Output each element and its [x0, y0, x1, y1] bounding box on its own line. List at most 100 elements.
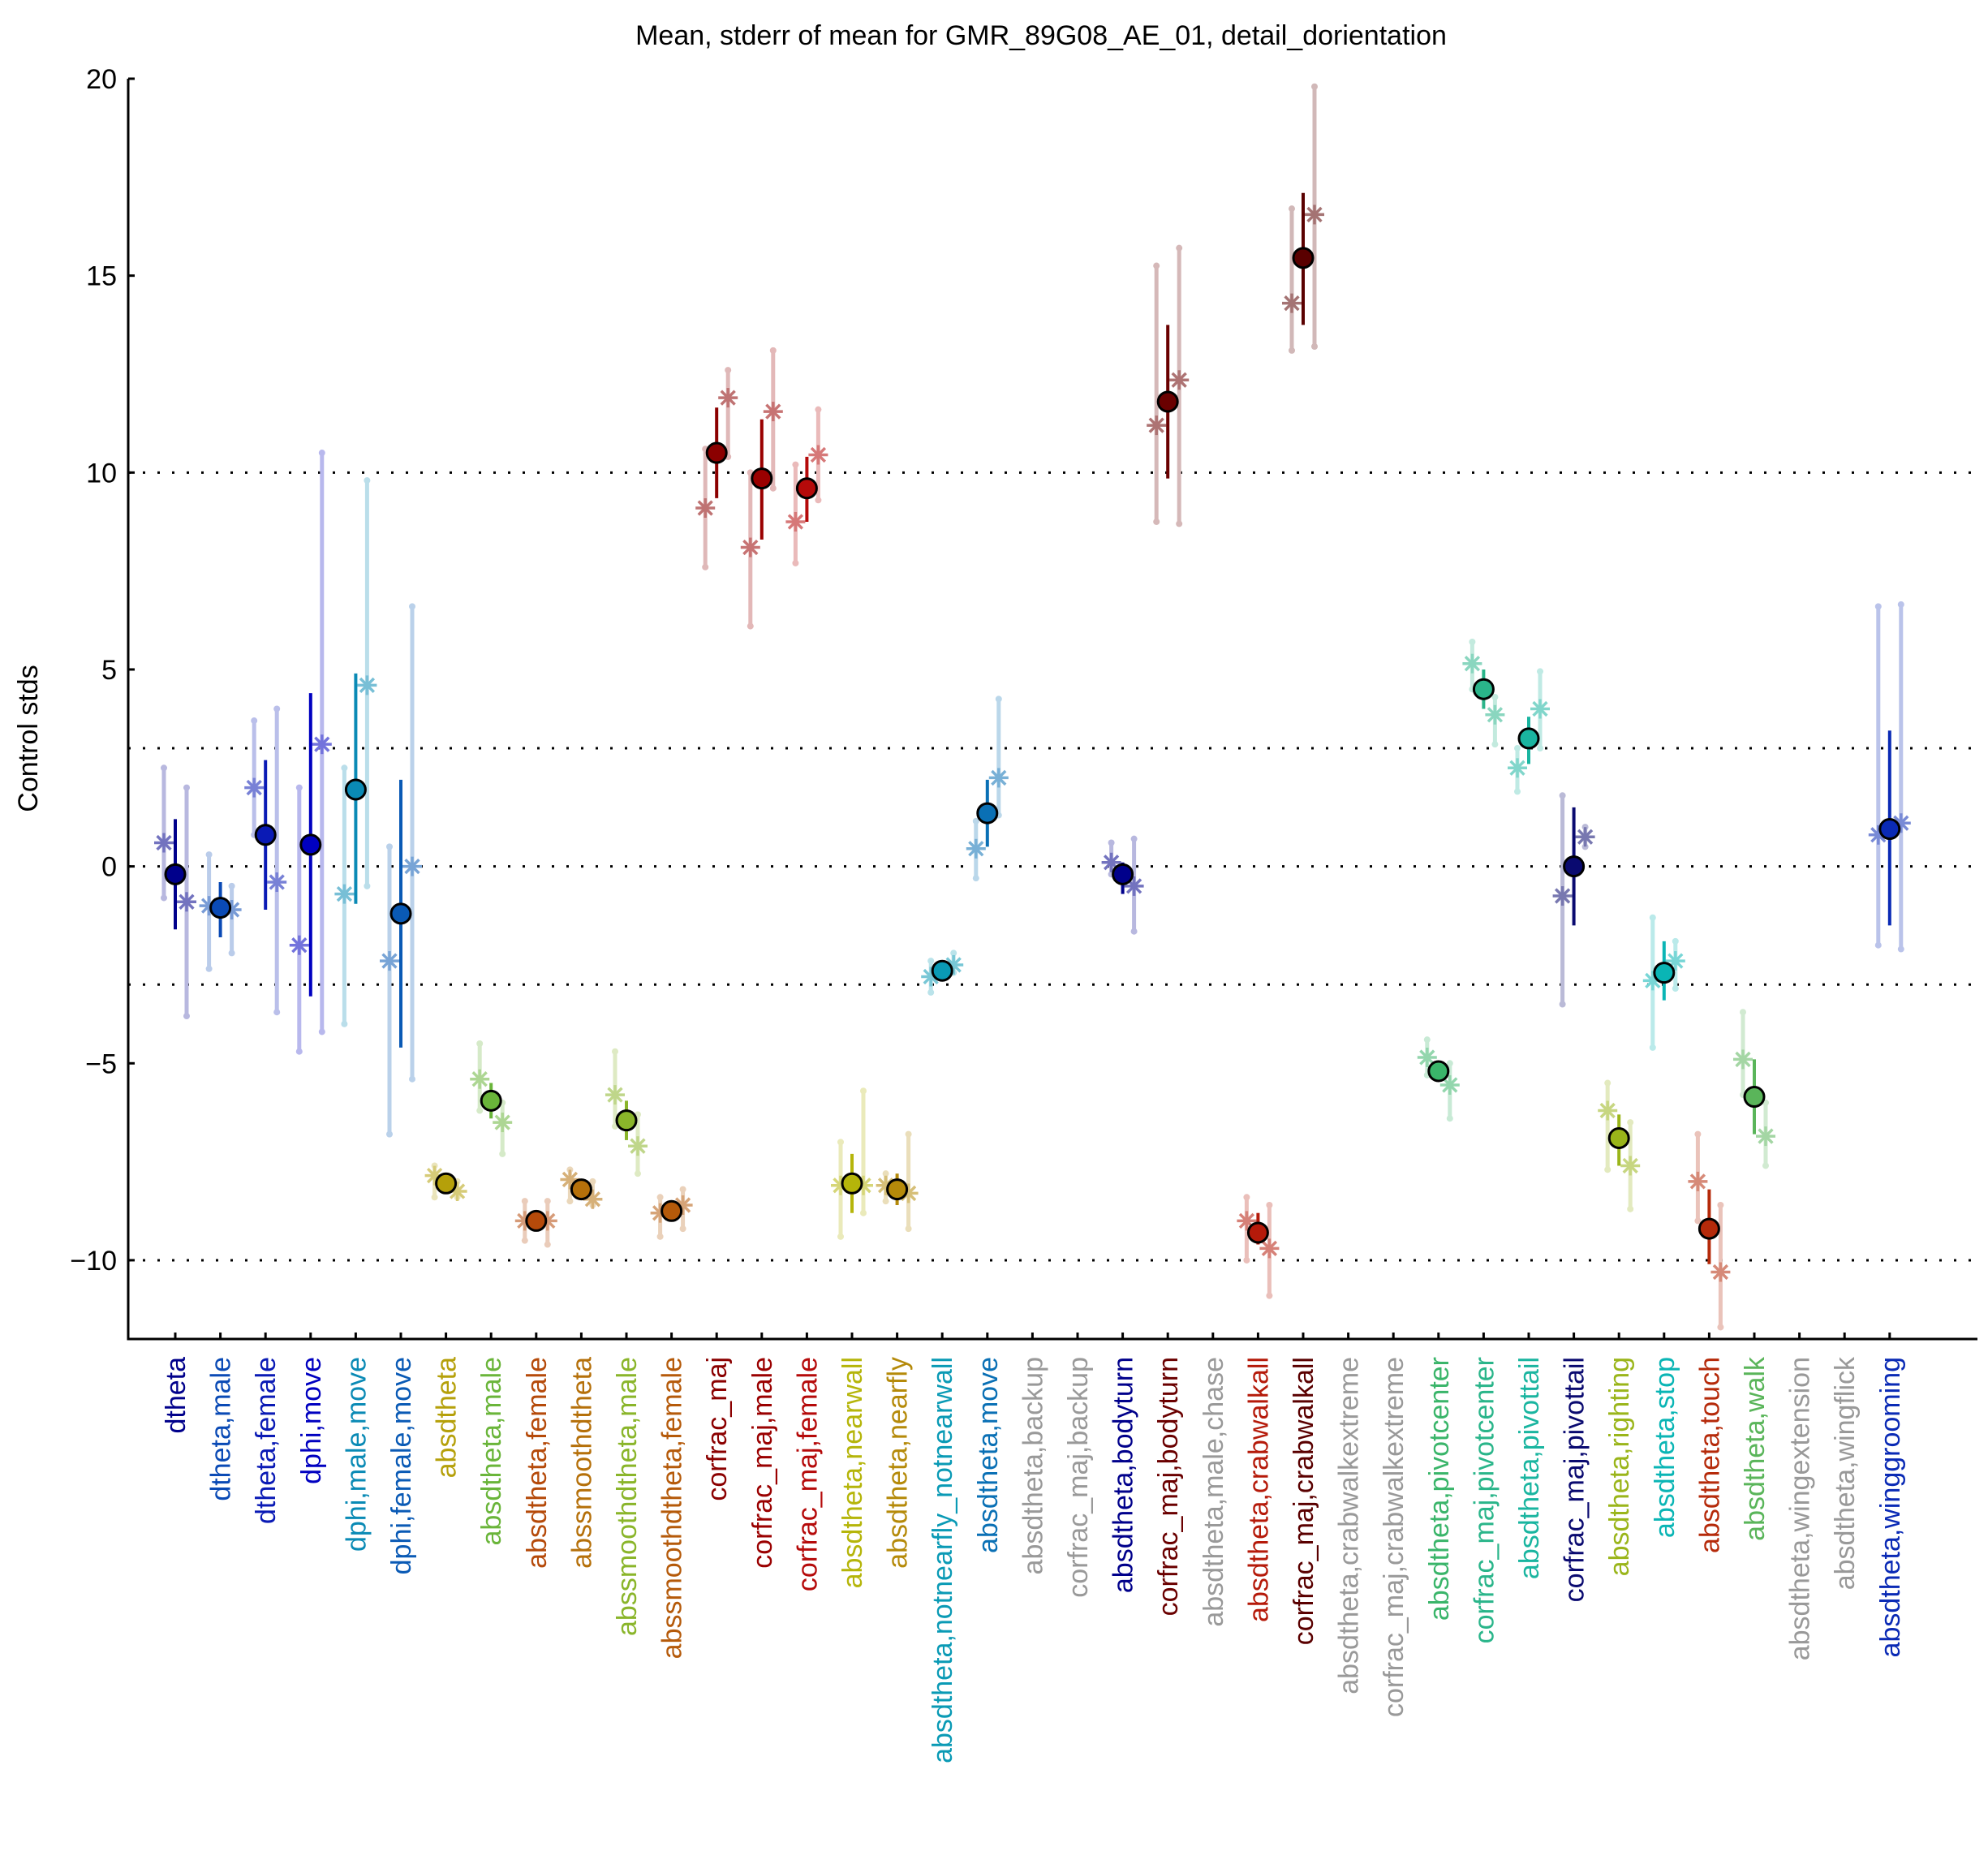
mean-marker	[209, 897, 232, 919]
sub-range-end	[769, 347, 777, 354]
x-tick-label: absdtheta,pivottail	[1514, 1357, 1545, 1579]
asterisk-marker	[1733, 1049, 1753, 1070]
asterisk-marker	[1598, 1100, 1618, 1121]
asterisk-stroke	[697, 500, 713, 516]
sub-range-end	[1537, 745, 1543, 752]
category-group	[1147, 244, 1190, 527]
sub-range-end	[476, 1107, 484, 1114]
y-axis-label: Control stds	[13, 665, 44, 812]
sub-range-end	[1491, 741, 1499, 748]
sub-range-end	[1581, 843, 1589, 850]
y-tick-label: −5	[85, 1048, 117, 1079]
asterisk-marker	[808, 445, 828, 465]
asterisk-marker	[1305, 205, 1324, 225]
sub-range-end	[1897, 601, 1904, 608]
asterisk-marker	[402, 856, 422, 876]
asterisk-marker	[1710, 1262, 1731, 1282]
asterisk-stroke	[1306, 206, 1323, 223]
sub-range-end	[1649, 914, 1656, 921]
category-group	[921, 949, 964, 996]
sub-range-end	[318, 450, 325, 457]
mean-marker	[1878, 818, 1901, 841]
mean-marker	[886, 1178, 909, 1201]
x-tick-label: dphi,female,move	[386, 1357, 417, 1574]
asterisk-stroke	[1261, 1240, 1278, 1257]
category-group	[966, 695, 1009, 882]
mean-marker	[751, 467, 773, 490]
x-axis	[127, 1333, 1977, 1341]
sub-range-end	[1514, 788, 1521, 795]
sub-range-end	[1311, 343, 1318, 351]
x-tick-label: corfrac_maj	[702, 1357, 733, 1501]
sub-range-end	[905, 1225, 912, 1233]
asterisk-marker	[357, 675, 377, 695]
asterisk-marker	[695, 497, 716, 518]
sub-range-end	[1289, 347, 1295, 354]
sub-range-end	[972, 875, 979, 882]
asterisk-stroke	[1689, 1173, 1706, 1190]
x-tick-label: absdtheta,stop	[1650, 1357, 1680, 1538]
asterisk-marker	[154, 833, 174, 853]
sub-range-end	[1717, 1324, 1724, 1331]
x-tick-label: dtheta,male	[206, 1357, 237, 1501]
mean-marker	[525, 1209, 548, 1232]
asterisk-stroke	[1735, 1051, 1751, 1068]
mean-marker	[1112, 863, 1134, 885]
mean-marker	[1563, 855, 1586, 878]
mean-marker	[705, 441, 728, 464]
sub-range-end	[927, 988, 935, 996]
x-tick-label: absdtheta,backup	[1018, 1357, 1048, 1574]
sub-range-end	[161, 764, 167, 772]
asterisk-marker	[785, 511, 806, 532]
sub-range-end	[386, 843, 393, 850]
sub-range-end	[1627, 1119, 1634, 1126]
sub-range-end	[702, 563, 709, 570]
mean-marker	[1156, 390, 1179, 413]
mean-marker	[1698, 1217, 1720, 1240]
asterisk-marker	[1530, 699, 1550, 719]
sub-range-end	[860, 1087, 867, 1095]
sub-range-end	[1717, 1201, 1724, 1208]
asterisk-stroke	[968, 841, 984, 857]
sub-range-end	[837, 1139, 844, 1146]
category-group	[831, 1087, 873, 1240]
asterisk-stroke	[1712, 1264, 1729, 1281]
sub-range-end	[1243, 1256, 1250, 1264]
x-tick-label: absdtheta,wingextension	[1785, 1357, 1816, 1660]
asterisk-marker	[1417, 1048, 1437, 1068]
asterisk-marker	[1756, 1126, 1775, 1147]
sub-range-end	[318, 1028, 325, 1035]
sub-range-end	[1289, 205, 1295, 213]
x-tick-label: absdtheta,move	[973, 1357, 1004, 1553]
x-tick-label: absdtheta,notnearfly_notnearwall	[927, 1357, 958, 1763]
sub-range-end	[927, 958, 935, 965]
x-tick-label: absdtheta,touch	[1694, 1357, 1725, 1553]
mean-marker	[1292, 247, 1315, 269]
sub-range-end	[837, 1233, 844, 1240]
sub-range-end	[1581, 824, 1589, 831]
asterisk-stroke	[179, 893, 195, 910]
sub-range-end	[1559, 792, 1566, 799]
x-tick-label: dphi,male,move	[341, 1357, 372, 1552]
mean-marker	[389, 902, 412, 925]
sub-range-end	[521, 1237, 528, 1244]
category-group	[380, 603, 422, 1138]
sub-range-end	[589, 1178, 596, 1185]
sub-range-end	[1694, 1130, 1702, 1138]
x-tick-label: dphi,move	[296, 1357, 327, 1484]
category-group	[289, 450, 332, 1055]
asterisk-stroke	[1442, 1077, 1458, 1093]
x-tick-label: absdtheta,walk	[1740, 1356, 1771, 1541]
y-tick-label: 0	[101, 852, 117, 883]
mean-marker	[976, 802, 999, 825]
sub-range-end	[1672, 985, 1679, 992]
x-tick-label: absdtheta,male,chase	[1198, 1357, 1229, 1627]
mean-marker	[299, 833, 322, 856]
asterisk-marker	[628, 1136, 648, 1156]
asterisk-stroke	[359, 677, 376, 694]
asterisk-marker	[1439, 1074, 1460, 1095]
sub-range-end	[1266, 1201, 1273, 1208]
sub-range-end	[228, 949, 235, 957]
x-tick-labels: dtheta dtheta,male dtheta,female dphi,move d…	[161, 1356, 1906, 1763]
asterisk-stroke	[381, 953, 398, 969]
